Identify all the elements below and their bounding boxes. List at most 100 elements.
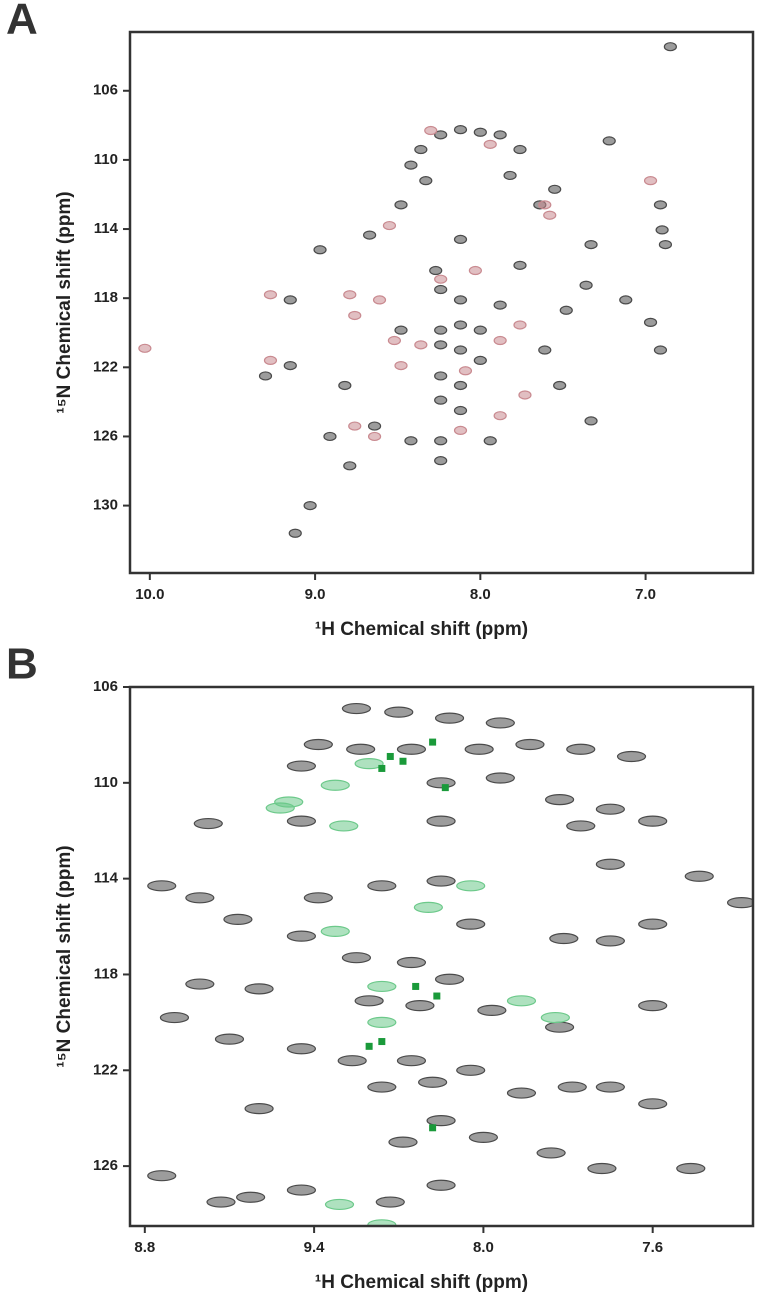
peak (404, 160, 418, 170)
peak (584, 416, 598, 426)
peak (426, 875, 456, 887)
peak (414, 340, 428, 350)
peak (595, 935, 625, 947)
peak (382, 220, 397, 231)
peak (538, 345, 552, 355)
x-tick-label: 8.8 (134, 1239, 155, 1256)
peak (363, 230, 377, 240)
peak (288, 528, 302, 538)
peak (413, 901, 443, 913)
peak (473, 127, 487, 137)
peak (643, 176, 658, 186)
peak (375, 1196, 405, 1208)
peak (283, 360, 297, 371)
peak (324, 1198, 355, 1211)
peak (485, 772, 515, 784)
peak-marker (378, 764, 386, 772)
panel-label: B (6, 640, 38, 689)
peak-marker (378, 1038, 386, 1046)
peak (384, 706, 414, 718)
peak (595, 803, 625, 815)
peak (493, 300, 507, 310)
peak (244, 1103, 274, 1115)
peak (453, 380, 468, 391)
peak (303, 500, 317, 511)
peak (434, 395, 448, 405)
peak (493, 335, 507, 346)
x-tick-label: 7.0 (635, 586, 656, 603)
peak (453, 125, 468, 135)
peak (643, 317, 658, 327)
peak (367, 980, 397, 993)
peak (138, 343, 152, 353)
peak (616, 750, 647, 763)
peak (283, 295, 297, 305)
peak (388, 1136, 418, 1148)
peak (464, 743, 494, 755)
peak (394, 200, 408, 210)
peak (663, 42, 677, 52)
peak (434, 274, 448, 284)
peak (394, 360, 408, 371)
peak (286, 930, 317, 942)
peak (544, 793, 575, 806)
peak (638, 918, 668, 930)
peak (658, 239, 673, 250)
peak (338, 380, 352, 391)
peak (367, 880, 397, 892)
peak (483, 436, 497, 446)
peak (468, 1131, 499, 1143)
peak (684, 870, 714, 882)
x-tick-label: 7.6 (642, 1239, 663, 1256)
peak-marker (365, 1042, 373, 1050)
peak (320, 925, 350, 937)
peak (434, 456, 448, 466)
peak (544, 1021, 575, 1033)
peak (313, 245, 327, 255)
peak (726, 897, 753, 909)
peak (456, 918, 486, 930)
peak (426, 1114, 456, 1127)
peak (549, 932, 579, 945)
y-tick-label: 106 (93, 82, 118, 99)
peak (426, 815, 456, 827)
peak (483, 139, 497, 149)
peak (434, 340, 448, 350)
peak (286, 760, 317, 772)
peak (147, 880, 177, 892)
y-tick-label: 122 (93, 1061, 118, 1078)
peak (419, 176, 433, 186)
peak (485, 717, 515, 729)
peak (587, 1162, 617, 1175)
peak (638, 1000, 668, 1012)
peak (236, 1191, 266, 1203)
x-tick-label: 9.0 (305, 586, 326, 603)
peak (223, 913, 253, 925)
peak (548, 184, 562, 194)
peak (619, 295, 633, 305)
peak (473, 355, 487, 366)
peak (602, 136, 616, 146)
peak (493, 130, 507, 140)
plot-frame (128, 30, 755, 575)
peak (414, 144, 428, 155)
peak (341, 702, 372, 715)
peak (214, 1033, 245, 1045)
x-axis-label: ¹H Chemical shift (ppm) (315, 619, 528, 640)
peak (185, 978, 215, 990)
y-tick-label: 118 (94, 289, 118, 306)
peak (367, 421, 382, 431)
peak (329, 820, 359, 832)
peak (337, 1055, 367, 1067)
peak (348, 310, 362, 321)
peak (655, 225, 669, 235)
peak (367, 1081, 397, 1093)
peak (434, 712, 465, 724)
peak (473, 325, 487, 335)
peak (506, 995, 537, 1007)
y-tick-label: 126 (93, 1157, 118, 1174)
peak (424, 125, 438, 136)
peak (387, 335, 402, 346)
peak (303, 738, 333, 751)
